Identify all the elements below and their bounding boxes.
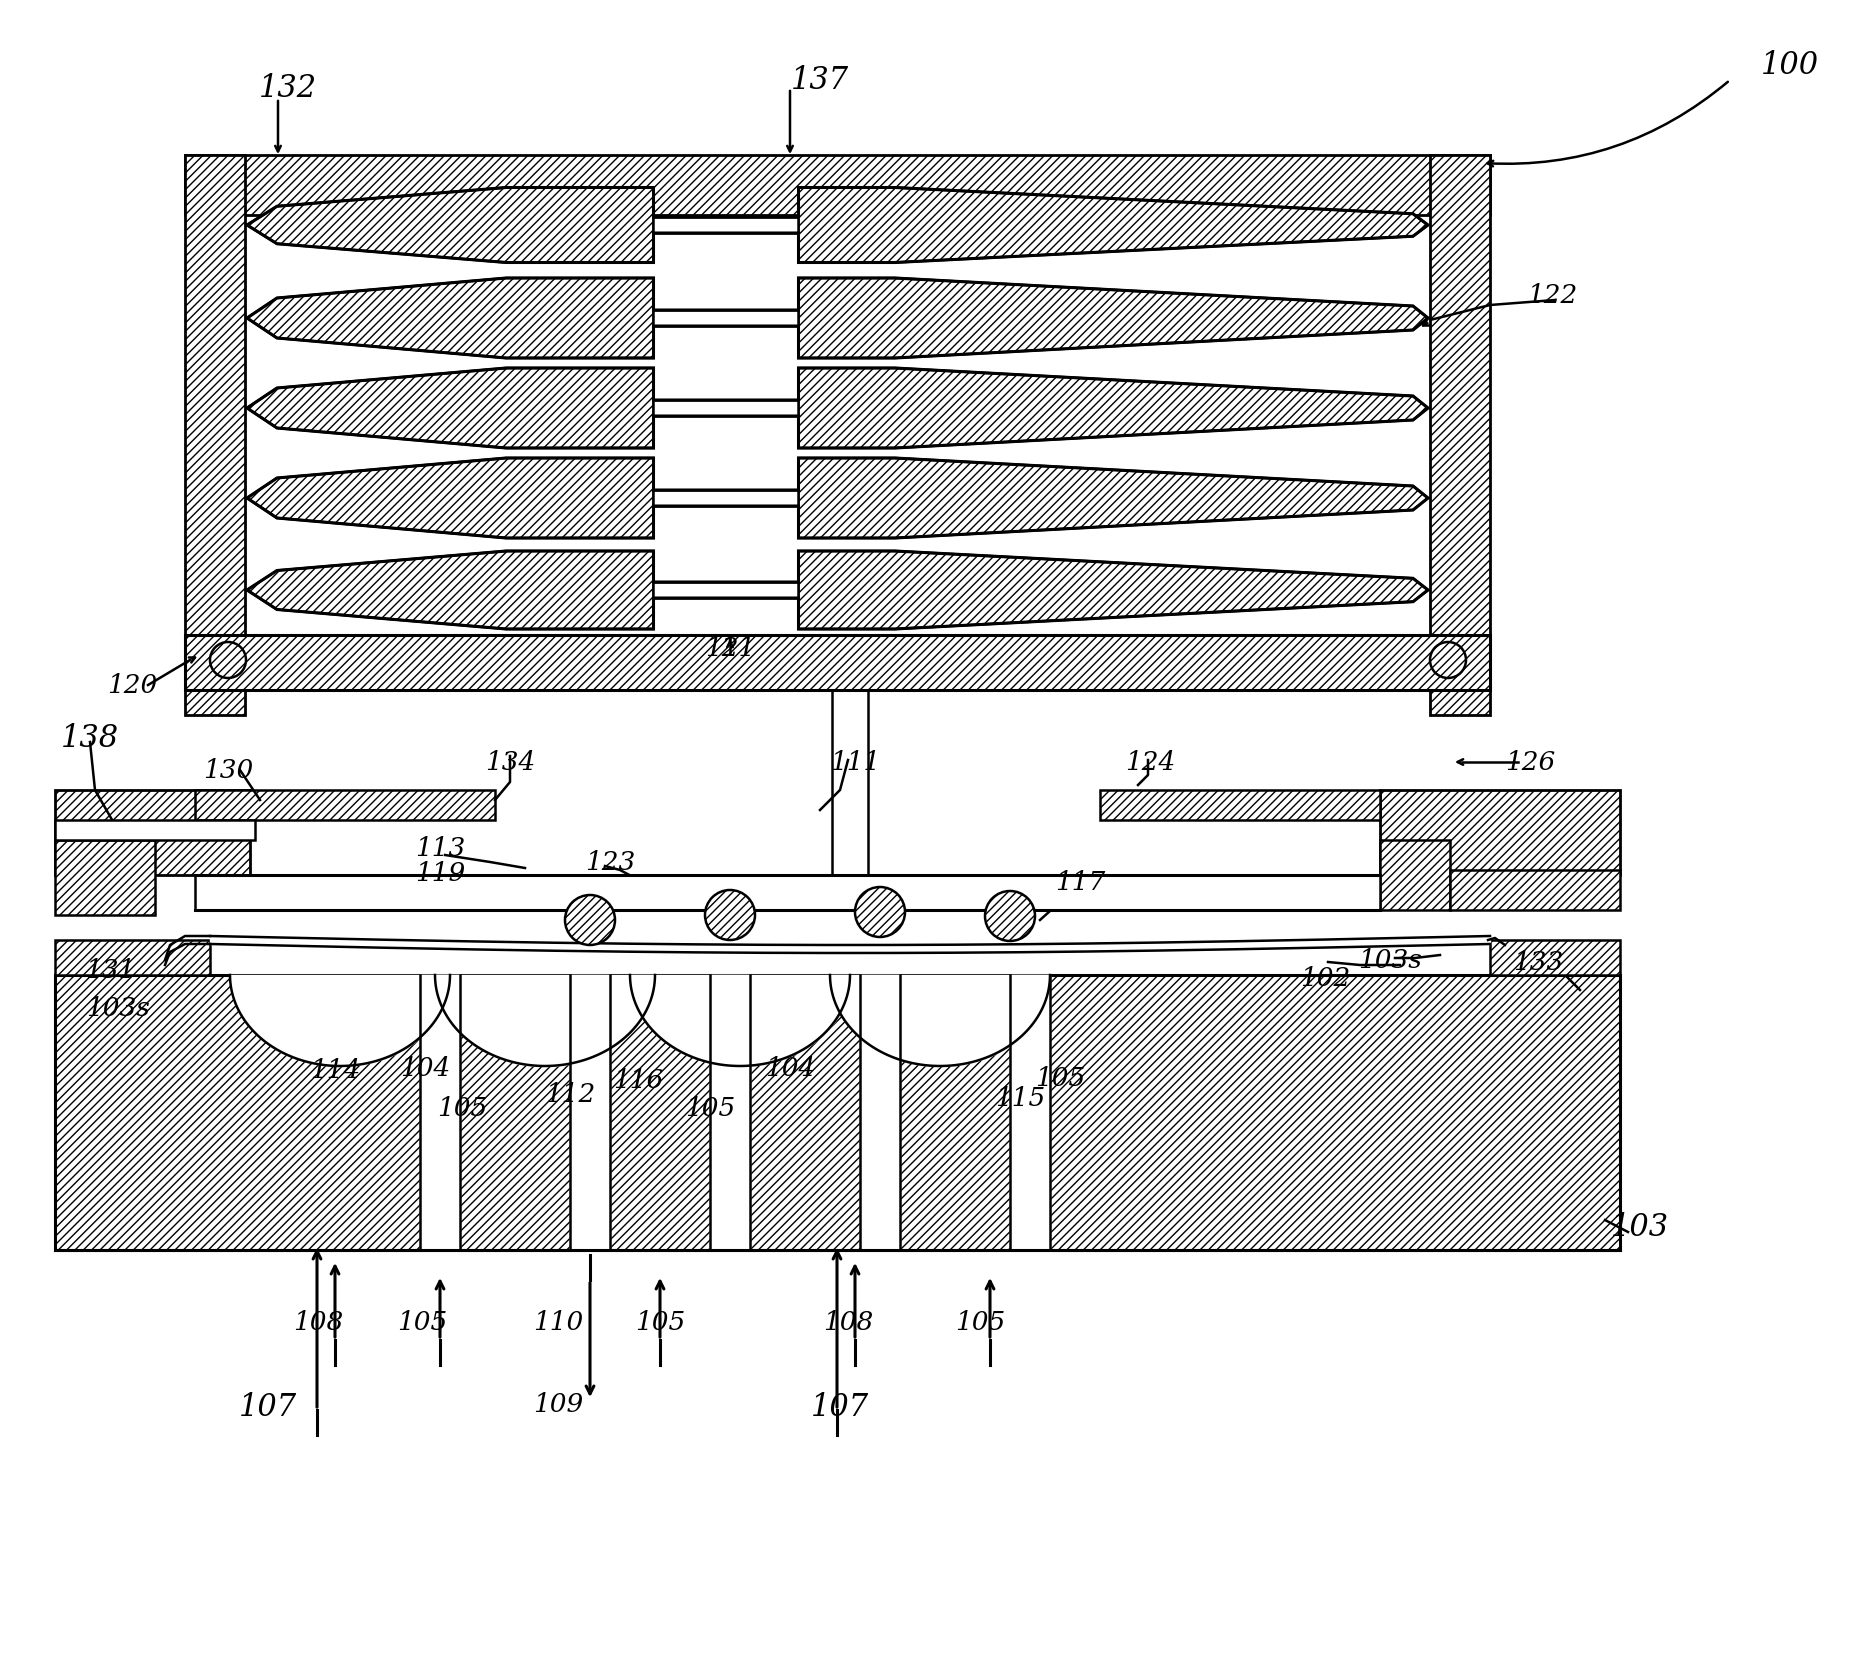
Polygon shape	[798, 278, 1427, 358]
Text: 109: 109	[532, 1392, 583, 1417]
Text: 119: 119	[414, 860, 465, 885]
Bar	[185, 155, 1489, 215]
Polygon shape	[247, 457, 654, 539]
Polygon shape	[247, 368, 654, 447]
Text: 108: 108	[822, 1309, 873, 1334]
Text: 105: 105	[955, 1309, 1004, 1334]
Text: 105: 105	[1034, 1066, 1084, 1091]
Circle shape	[704, 890, 755, 940]
Text: 137: 137	[790, 65, 848, 95]
Bar	[1099, 790, 1379, 820]
Bar	[54, 940, 210, 975]
Bar	[185, 155, 245, 715]
Polygon shape	[654, 216, 798, 233]
Text: 117: 117	[1054, 870, 1105, 895]
Text: 115: 115	[995, 1086, 1045, 1111]
Text: 111: 111	[830, 750, 880, 775]
Text: 107: 107	[240, 1392, 298, 1424]
Polygon shape	[654, 401, 798, 416]
Bar	[54, 790, 249, 875]
Text: 133: 133	[1512, 950, 1562, 975]
Text: 102: 102	[1300, 966, 1349, 991]
Circle shape	[564, 895, 614, 945]
Polygon shape	[247, 550, 654, 629]
Polygon shape	[798, 550, 1427, 629]
Polygon shape	[860, 975, 899, 1251]
Text: 104: 104	[764, 1056, 815, 1081]
Text: 126: 126	[1504, 750, 1555, 775]
Text: 105: 105	[436, 1096, 487, 1121]
Text: 103s: 103s	[1358, 948, 1422, 973]
Text: 123: 123	[584, 850, 635, 875]
Polygon shape	[798, 368, 1427, 447]
Polygon shape	[654, 491, 798, 506]
Polygon shape	[420, 975, 459, 1251]
Text: 114: 114	[309, 1058, 360, 1083]
Polygon shape	[654, 309, 798, 326]
Text: 130: 130	[202, 758, 253, 783]
Bar	[54, 820, 255, 840]
Bar	[185, 635, 1489, 690]
Text: 138: 138	[62, 722, 120, 753]
Text: 110: 110	[532, 1309, 583, 1334]
Polygon shape	[247, 188, 654, 263]
Circle shape	[854, 886, 905, 936]
Text: 120: 120	[107, 672, 157, 697]
Text: 108: 108	[292, 1309, 343, 1334]
Bar	[54, 975, 1618, 1251]
Bar	[54, 840, 155, 915]
Circle shape	[210, 642, 245, 679]
Polygon shape	[798, 188, 1427, 263]
Text: 105: 105	[684, 1096, 734, 1121]
Text: 124: 124	[1124, 750, 1174, 775]
Text: 107: 107	[811, 1392, 869, 1424]
Polygon shape	[710, 975, 749, 1251]
Bar	[195, 790, 494, 820]
Text: 105: 105	[397, 1309, 448, 1334]
Text: 112: 112	[545, 1083, 596, 1108]
Bar	[1379, 840, 1450, 910]
Circle shape	[1429, 642, 1465, 679]
Polygon shape	[654, 582, 798, 599]
Text: 131: 131	[84, 958, 135, 983]
Circle shape	[985, 891, 1034, 941]
Polygon shape	[1010, 975, 1049, 1251]
Text: 132: 132	[258, 73, 317, 103]
Bar	[1450, 870, 1618, 910]
Bar	[1429, 155, 1489, 715]
Polygon shape	[247, 278, 654, 358]
Text: 116: 116	[612, 1068, 663, 1093]
Bar	[1489, 940, 1618, 975]
Text: 100: 100	[1761, 50, 1819, 80]
Text: 121: 121	[704, 635, 755, 660]
Polygon shape	[569, 975, 611, 1251]
Text: 103: 103	[1611, 1212, 1669, 1244]
Text: 105: 105	[635, 1309, 686, 1334]
Text: 134: 134	[485, 750, 536, 775]
Text: 113: 113	[414, 835, 465, 860]
Polygon shape	[798, 457, 1427, 539]
Polygon shape	[195, 875, 1379, 910]
Text: 103s: 103s	[86, 996, 150, 1021]
Text: 104: 104	[399, 1056, 450, 1081]
Text: 122: 122	[1526, 283, 1577, 308]
Bar	[1379, 790, 1618, 875]
